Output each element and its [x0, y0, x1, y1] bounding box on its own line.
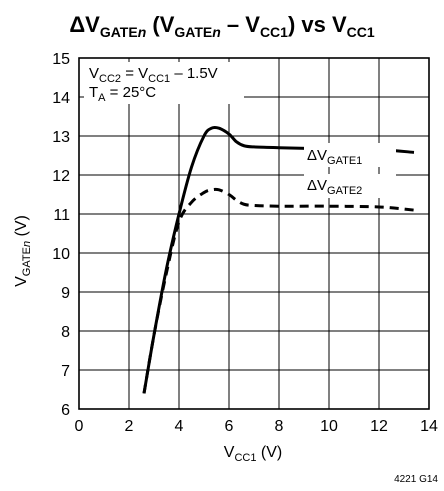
y-tick-label-3: 9: [61, 285, 70, 302]
series-layer: [142, 125, 415, 394]
y-axis-label: VGATEn (V): [13, 215, 33, 287]
y-tick-label-5: 11: [53, 207, 70, 224]
series-label-bg-1: [304, 143, 396, 167]
x-tick-label-7: 14: [420, 418, 438, 435]
tick-labels: 0 2 4 6 8 10 12 14 6 7 8 9 10 11 12 13 14 15: [52, 51, 438, 435]
condition-vcc2: VCC2 = VCC1 – 1.5V: [89, 65, 218, 85]
y-tick-label-1: 7: [61, 363, 70, 380]
grid: [79, 58, 429, 409]
y-tick-label-9: 15: [52, 51, 70, 68]
annotation-background: [84, 62, 244, 104]
x-axis-label: VCC1 (V): [224, 444, 282, 464]
y-tick-label-4: 10: [52, 246, 70, 263]
series-label-bg-2: [304, 174, 396, 198]
x-tick-label-6: 12: [370, 418, 388, 435]
x-tick-label-4: 8: [275, 418, 284, 435]
y-tick-label-6: 12: [52, 168, 70, 185]
series-label-gate2: ΔVGATE2: [307, 177, 362, 197]
y-tick-label-2: 8: [61, 324, 70, 341]
plot-frame: [78, 57, 430, 410]
y-tick-label-7: 13: [52, 129, 70, 146]
condition-ta: TA = 25°C: [89, 84, 156, 104]
y-tick-label-0: 6: [61, 402, 70, 419]
figure-code: 4221 G14: [394, 474, 438, 485]
y-tick-label-8: 14: [52, 90, 70, 107]
x-tick-label-0: 0: [75, 418, 84, 435]
series-line-2: [142, 187, 415, 394]
x-tick-label-2: 4: [175, 418, 184, 435]
chart-title: ΔVGATEn (VGATEn – VCC1) vs VCC1: [69, 12, 375, 40]
x-tick-label-3: 6: [225, 418, 234, 435]
x-tick-label-1: 2: [125, 418, 134, 435]
series-label-gate1: ΔVGATE1: [307, 147, 362, 167]
x-tick-label-5: 10: [320, 418, 338, 435]
